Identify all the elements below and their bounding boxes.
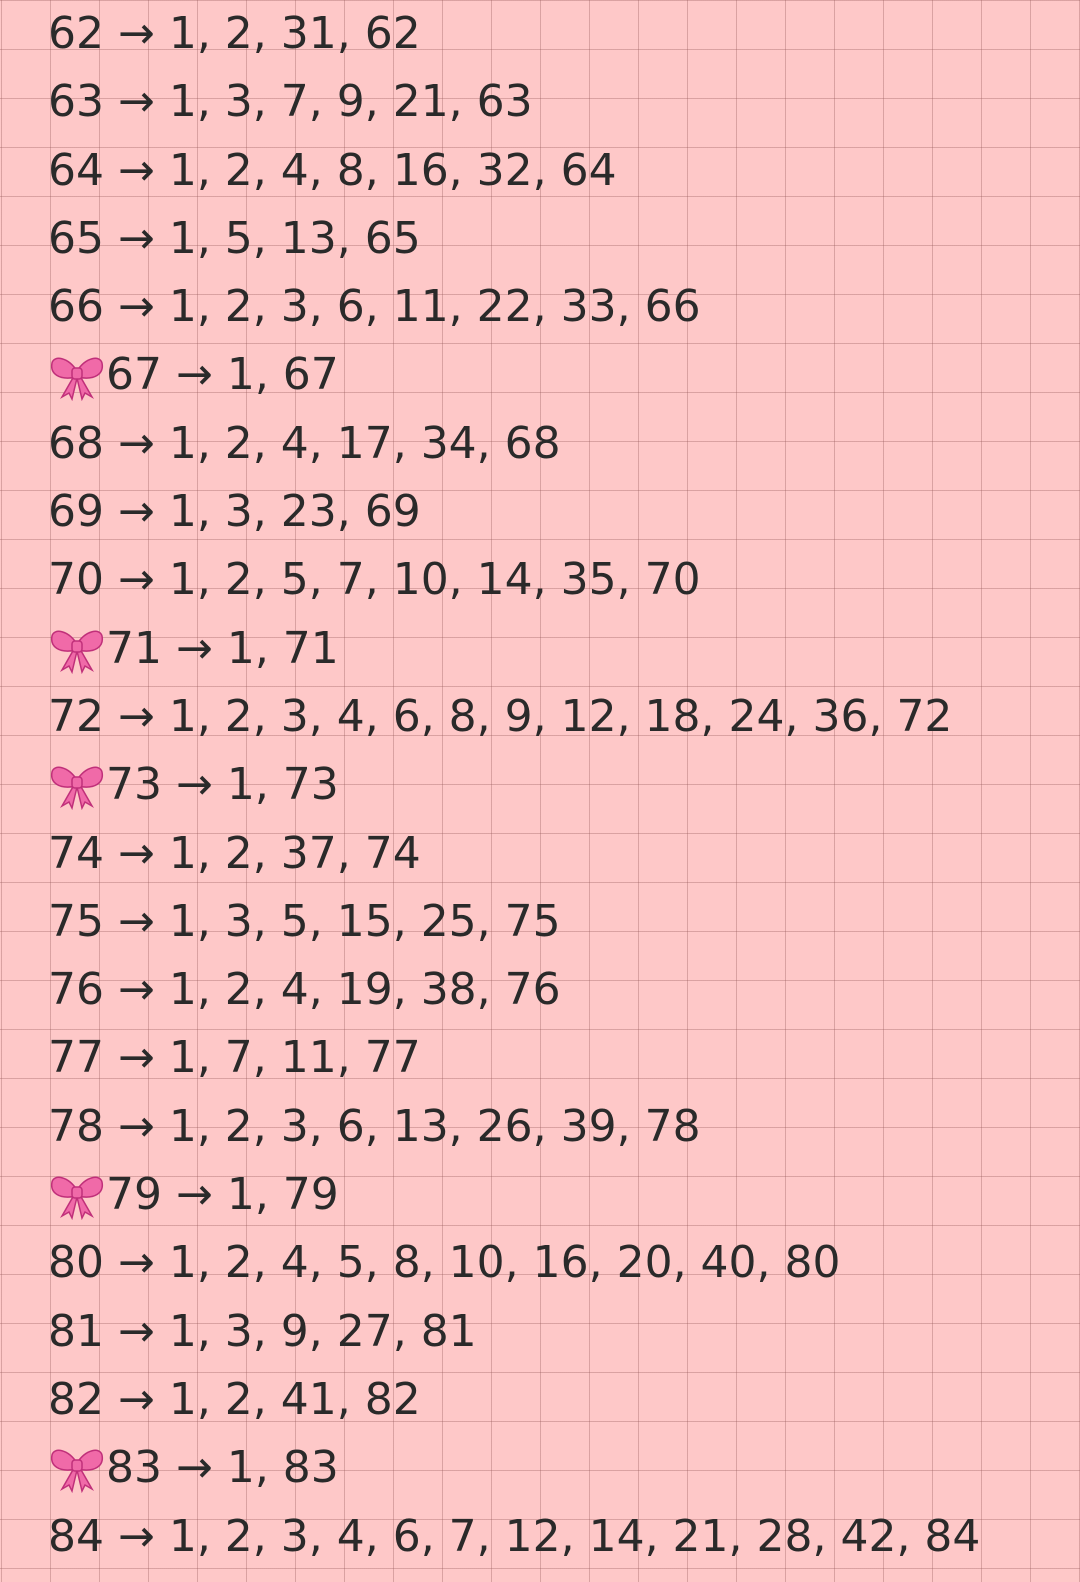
list-item: 81 → 1, 3, 9, 27, 81 (48, 1298, 980, 1366)
list-item: 84 → 1, 2, 3, 4, 6, 7, 12, 14, 21, 28, 4… (48, 1503, 980, 1571)
list-item: 68 → 1, 2, 4, 17, 34, 68 (48, 410, 980, 478)
bow-icon (48, 624, 106, 674)
line-text: 67 → 1, 67 (106, 349, 339, 401)
line-text: 63 → 1, 3, 7, 9, 21, 63 (48, 76, 533, 128)
list-item: 64 → 1, 2, 4, 8, 16, 32, 64 (48, 137, 980, 205)
bow-icon (48, 1170, 106, 1221)
line-text: 70 → 1, 2, 5, 7, 10, 14, 35, 70 (48, 554, 701, 606)
list-item: 75 → 1, 3, 5, 15, 25, 75 (48, 888, 980, 956)
line-text: 78 → 1, 2, 3, 6, 13, 26, 39, 78 (48, 1100, 701, 1152)
line-text: 80 → 1, 2, 4, 5, 8, 10, 16, 20, 40, 80 (48, 1237, 841, 1289)
list-item: 63 → 1, 3, 7, 9, 21, 63 (48, 68, 980, 136)
list-item: 67 → 1, 67 (48, 341, 980, 409)
list-item: 80 → 1, 2, 4, 5, 8, 10, 16, 20, 40, 80 (48, 1229, 980, 1297)
list-item: 66 → 1, 2, 3, 6, 11, 22, 33, 66 (48, 273, 980, 341)
list-item: 78 → 1, 2, 3, 6, 13, 26, 39, 78 (48, 1093, 980, 1161)
list-item: 72 → 1, 2, 3, 4, 6, 8, 9, 12, 18, 24, 36… (48, 683, 980, 751)
list-item: 79 → 1, 79 (48, 1161, 980, 1229)
list-item: 83 → 1, 83 (48, 1434, 980, 1502)
list-item: 71 → 1, 71 (48, 615, 980, 683)
line-text: 66 → 1, 2, 3, 6, 11, 22, 33, 66 (48, 281, 701, 333)
line-text: 84 → 1, 2, 3, 4, 6, 7, 12, 14, 21, 28, 4… (48, 1510, 981, 1562)
list-item: 69 → 1, 3, 23, 69 (48, 478, 980, 546)
line-text: 75 → 1, 3, 5, 15, 25, 75 (48, 895, 561, 947)
line-text: 65 → 1, 5, 13, 65 (48, 212, 421, 264)
line-text: 72 → 1, 2, 3, 4, 6, 8, 9, 12, 18, 24, 36… (48, 690, 953, 742)
bow-icon (48, 1443, 106, 1494)
line-text: 81 → 1, 3, 9, 27, 81 (48, 1305, 477, 1357)
line-text: 69 → 1, 3, 23, 69 (48, 486, 421, 538)
list-item: 70 → 1, 2, 5, 7, 10, 14, 35, 70 (48, 546, 980, 614)
list-item: 77 → 1, 7, 11, 77 (48, 1024, 980, 1092)
line-text: 83 → 1, 83 (106, 1442, 339, 1494)
note-content[interactable]: 62 → 1, 2, 31, 62 63 → 1, 3, 7, 9, 21, 63… (48, 0, 980, 1571)
list-item: 82 → 1, 2, 41, 82 (48, 1366, 980, 1434)
line-text: 77 → 1, 7, 11, 77 (48, 1032, 421, 1084)
line-text: 74 → 1, 2, 37, 74 (48, 827, 421, 879)
list-item: 62 → 1, 2, 31, 62 (48, 0, 980, 68)
bow-icon (48, 760, 106, 811)
list-item: 73 → 1, 73 (48, 751, 980, 819)
line-text: 71 → 1, 71 (106, 622, 339, 674)
line-text: 76 → 1, 2, 4, 19, 38, 76 (48, 964, 561, 1016)
line-text: 68 → 1, 2, 4, 17, 34, 68 (48, 417, 561, 469)
list-item: 76 → 1, 2, 4, 19, 38, 76 (48, 956, 980, 1024)
list-item: 74 → 1, 2, 37, 74 (48, 820, 980, 888)
line-text: 62 → 1, 2, 31, 62 (48, 8, 421, 59)
line-text: 82 → 1, 2, 41, 82 (48, 1373, 421, 1425)
line-text: 73 → 1, 73 (106, 759, 339, 811)
bow-icon (48, 351, 106, 401)
line-text: 64 → 1, 2, 4, 8, 16, 32, 64 (48, 144, 617, 196)
line-text: 79 → 1, 79 (106, 1169, 339, 1221)
list-item: 65 → 1, 5, 13, 65 (48, 205, 980, 273)
